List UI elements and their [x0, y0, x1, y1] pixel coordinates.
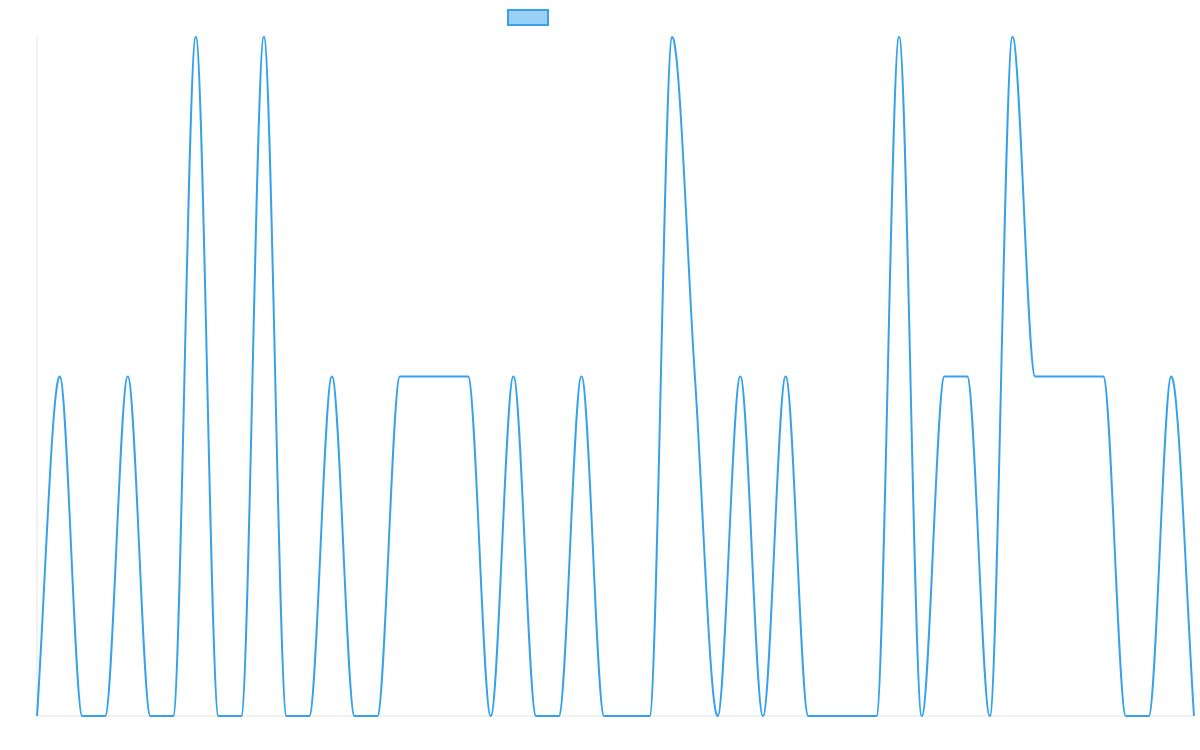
plot-area: [36, 35, 1195, 718]
legend-swatch[interactable]: [507, 9, 549, 26]
series-line: [36, 35, 1195, 718]
legend[interactable]: [507, 9, 549, 26]
